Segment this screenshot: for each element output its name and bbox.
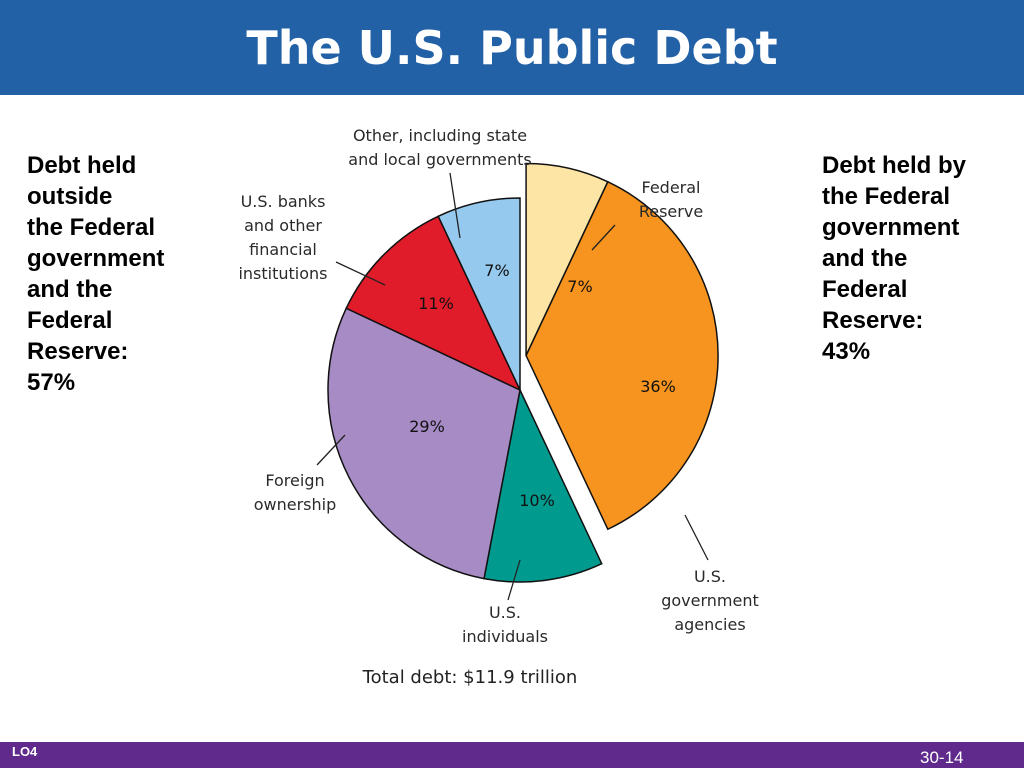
pie-slice-other-including-state-and-local-governments bbox=[437, 197, 521, 391]
outside-debt-note: Debt held outside the Federal government… bbox=[27, 152, 165, 396]
leader-line bbox=[316, 434, 346, 466]
slice-value-label: 36% bbox=[640, 377, 676, 396]
slice-category-label: U.S. government agencies bbox=[661, 567, 759, 634]
pie-slice-foreign-ownership bbox=[327, 307, 521, 580]
slice-value-label: 29% bbox=[409, 417, 445, 436]
pie-slice-u-s-banks-and-other-financial-institutions bbox=[345, 215, 522, 392]
title-bar bbox=[0, 0, 1024, 95]
footer-bar bbox=[0, 742, 1024, 768]
slice-value-label: 10% bbox=[519, 491, 555, 510]
federal-debt-note: Debt held by the Federal government and … bbox=[822, 152, 967, 365]
pie-slice-u-s-government-agencies bbox=[525, 180, 719, 531]
slice-category-label: Foreign ownership bbox=[254, 471, 337, 514]
pie-slice-u-s-individuals bbox=[483, 387, 603, 583]
learning-objective-label: LO4 bbox=[12, 744, 38, 759]
slice-value-label: 11% bbox=[418, 294, 454, 313]
leader-line bbox=[449, 172, 461, 239]
slide-number: 30-14 bbox=[920, 748, 964, 767]
leader-line bbox=[591, 224, 616, 251]
slide-title: The U.S. Public Debt bbox=[246, 21, 778, 75]
slice-value-label: 7% bbox=[567, 277, 592, 296]
slice-category-label: Federal Reserve bbox=[639, 178, 703, 221]
leader-line bbox=[335, 261, 386, 286]
leader-line bbox=[507, 559, 521, 601]
leader-line bbox=[684, 514, 709, 561]
slice-value-label: 7% bbox=[484, 261, 509, 280]
slice-category-label: Other, including state and local governme… bbox=[348, 126, 531, 169]
slice-category-label: U.S. banks and other financial institutions bbox=[238, 192, 327, 283]
slice-category-label: U.S. individuals bbox=[462, 603, 548, 646]
total-debt-label: Total debt: $11.9 trillion bbox=[362, 667, 578, 688]
